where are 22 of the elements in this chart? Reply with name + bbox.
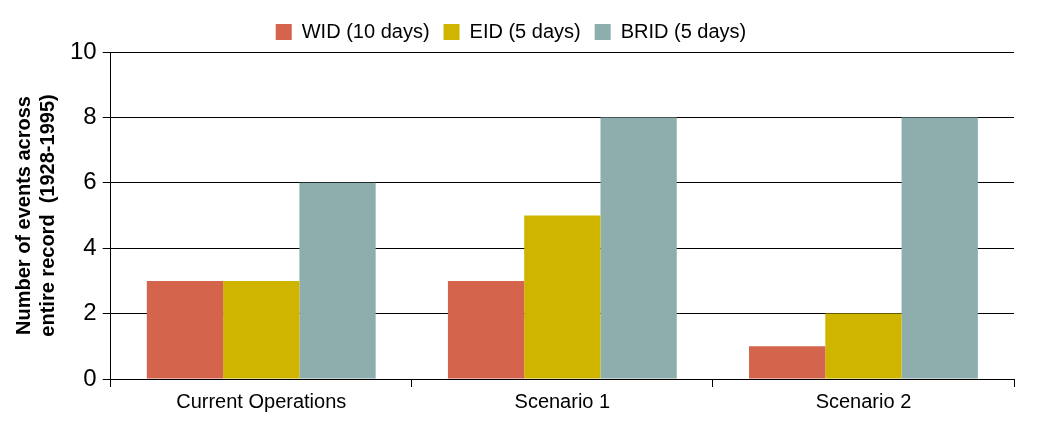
legend-label: BRID (5 days): [620, 19, 747, 42]
bar: [600, 117, 677, 379]
y-tick-label: 10: [69, 36, 97, 64]
bar: [299, 182, 376, 379]
y-tick-label: 6: [83, 167, 97, 195]
bar: [901, 117, 978, 379]
x-tick-label: Scenario 1: [514, 389, 611, 412]
y-axis-title: Number of events across entire record (1928-1995): [11, 94, 58, 337]
legend-label: WID (10 days): [301, 19, 430, 42]
bar: [749, 346, 826, 379]
bar: [825, 313, 902, 379]
y-tick-label: 4: [83, 232, 97, 260]
legend-label: EID (5 days): [469, 19, 581, 42]
bar: [447, 280, 525, 379]
y-tick-label: 2: [83, 298, 97, 326]
x-tick-label: Scenario 2: [815, 389, 912, 412]
bar: [146, 280, 224, 379]
y-tick-label: 8: [83, 102, 97, 130]
x-tick-label: Current Operations: [176, 389, 347, 412]
bar: [524, 215, 601, 379]
bar: [223, 280, 300, 379]
y-tick-label: 0: [83, 363, 97, 391]
